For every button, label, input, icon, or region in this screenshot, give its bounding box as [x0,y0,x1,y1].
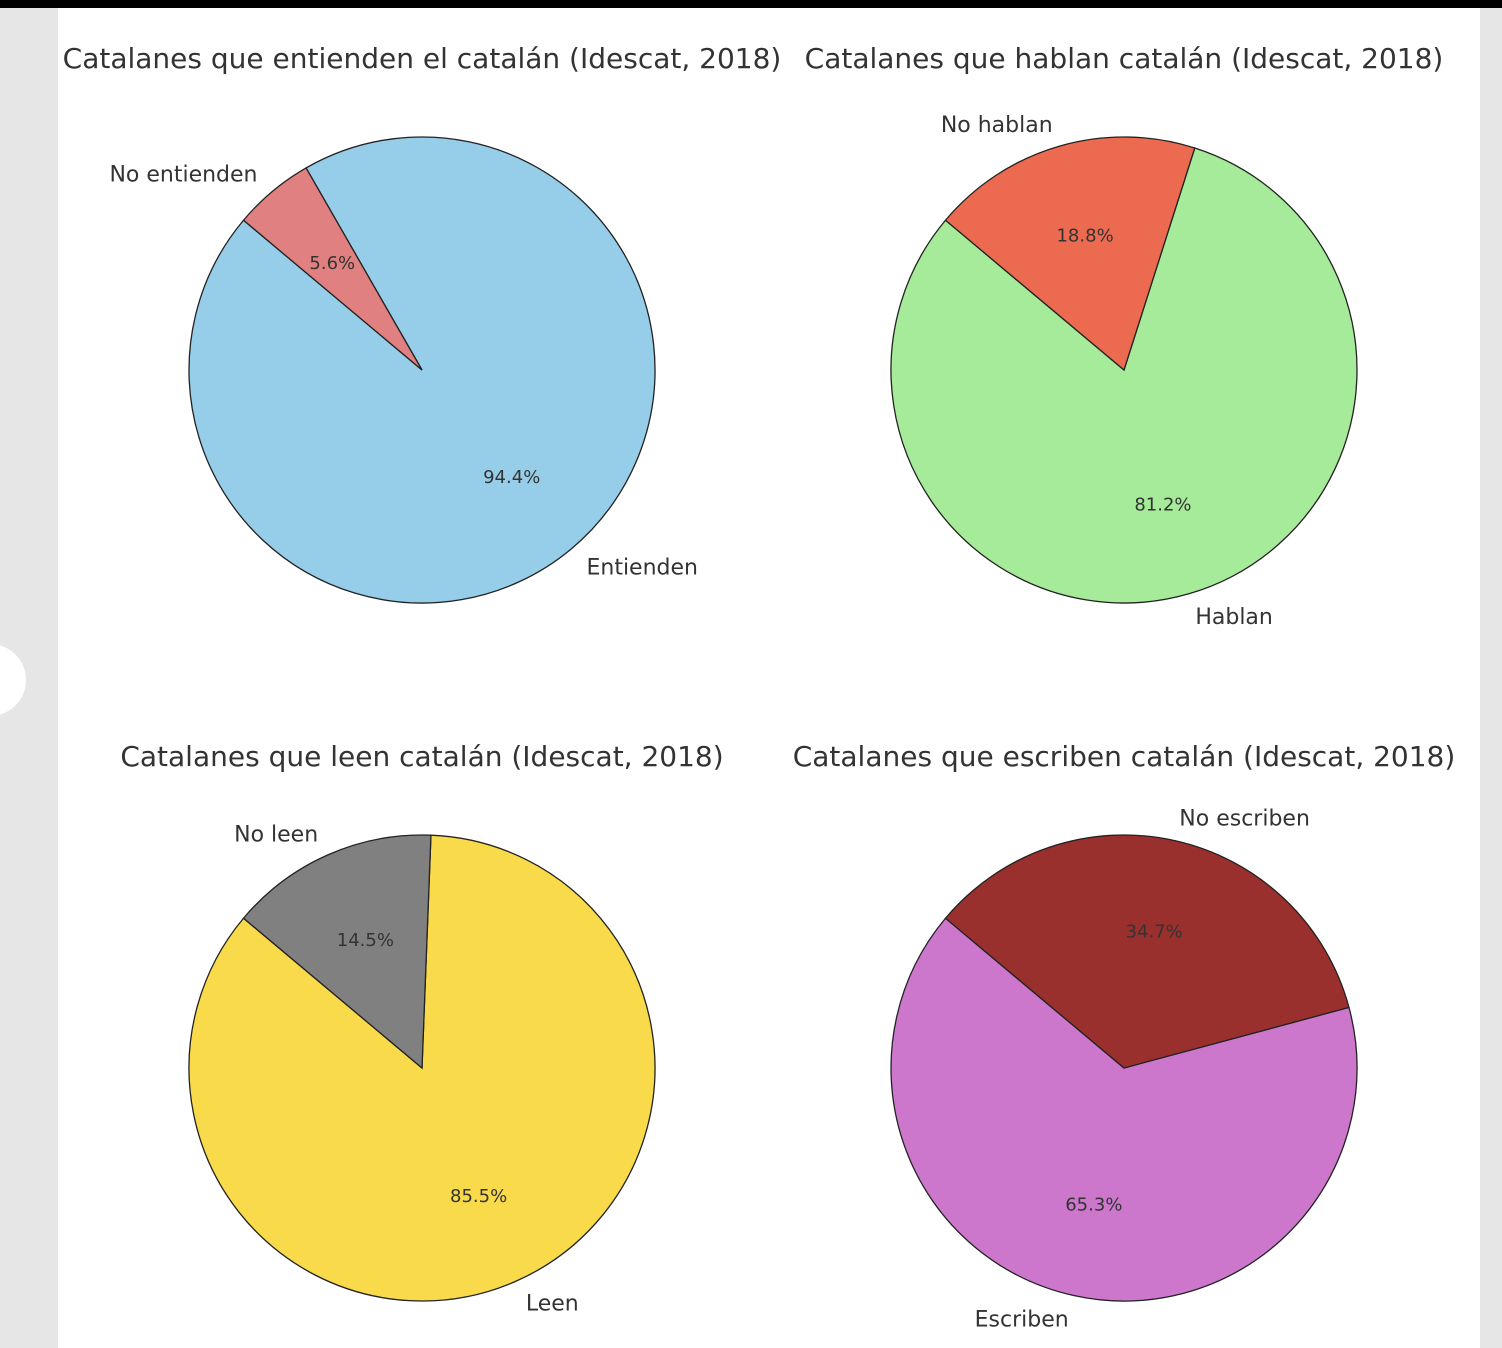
wedge-label: Hablan [1195,605,1273,630]
pie-wedge [242,167,423,371]
wedge-label: Entienden [586,556,698,581]
chart-title: Catalanes que hablan catalán (Idescat, 2… [805,42,1444,75]
wedge-percent: 5.6% [309,253,355,274]
wedge-percent: 85.5% [450,1186,507,1207]
pie-wedge [890,917,1358,1302]
wedge-label: Leen [526,1291,579,1316]
wedge-label: No leen [234,823,318,848]
wedge-label: No hablan [941,113,1053,138]
pie-wedge [944,136,1196,372]
wedge-percent: 18.8% [1056,226,1113,247]
chart-title: Catalanes que leen catalán (Idescat, 201… [120,740,723,773]
wedge-label: No escriben [1179,807,1310,832]
wedge-percent: 81.2% [1134,494,1191,515]
top-bar [0,0,1502,8]
wedge-label: No entienden [109,162,257,187]
pie-wedge [944,834,1350,1069]
wedge-percent: 14.5% [337,930,394,951]
pie-wedge [890,147,1358,604]
wedge-percent: 34.7% [1126,921,1183,942]
wedge-label: Escriben [975,1307,1069,1332]
pie-wedge [242,834,432,1070]
wedge-percent: 94.4% [483,467,540,488]
chart-title: Catalanes que escriben catalán (Idescat,… [793,740,1456,773]
chart-title: Catalanes que entienden el catalán (Ides… [63,42,782,75]
wedge-percent: 65.3% [1065,1195,1122,1216]
scrollbar-track[interactable] [1480,8,1502,1348]
